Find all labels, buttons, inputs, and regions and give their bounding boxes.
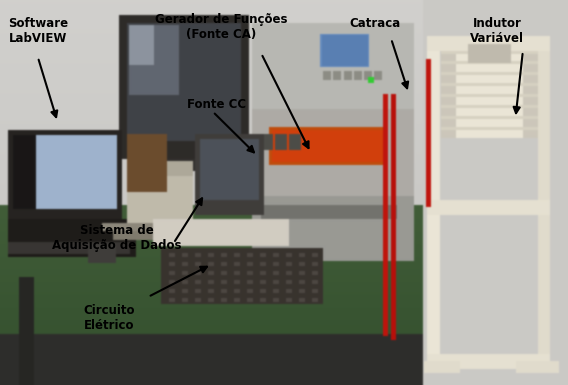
Text: Indutor
Variável: Indutor Variável [470, 17, 524, 45]
Text: Fonte CC: Fonte CC [187, 98, 247, 111]
Text: Software
LabVIEW: Software LabVIEW [9, 17, 69, 45]
Text: Circuito
Elétrico: Circuito Elétrico [84, 304, 135, 332]
Text: Catraca: Catraca [349, 17, 400, 30]
Text: Sistema de
Aquisição de Dados: Sistema de Aquisição de Dados [52, 224, 181, 252]
Text: Gerador de Funções
(Fonte CA): Gerador de Funções (Fonte CA) [155, 13, 288, 42]
